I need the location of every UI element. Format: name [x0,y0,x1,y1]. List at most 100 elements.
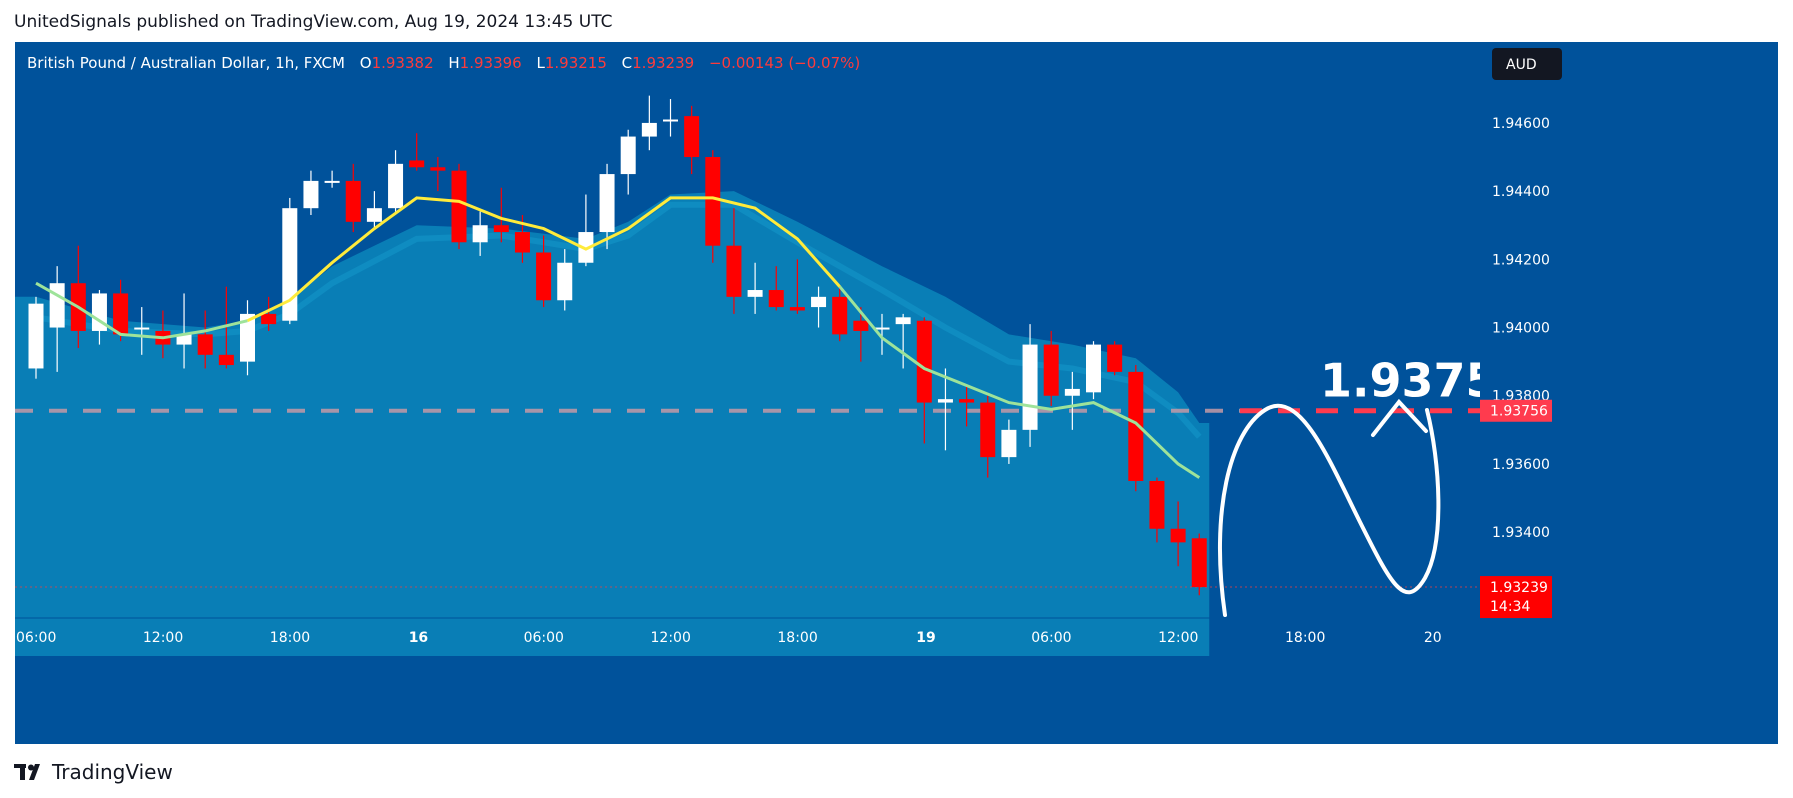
candle [388,150,404,212]
candle-body [472,225,488,243]
x-tick-label: 18:00 [777,630,817,646]
candle [218,286,234,369]
candle [959,385,975,427]
low-value: 1.93215 [544,54,607,72]
candle [1064,371,1080,430]
candle-body [1149,481,1165,529]
candle [832,286,848,342]
level-price-badge [1480,399,1552,422]
last-price-label: 1.93239 [1490,580,1548,596]
candle-body [113,293,129,335]
x-tick-label: 12:00 [1158,630,1198,646]
candle-body [599,174,615,233]
candle-body [1064,388,1080,396]
candle [599,163,615,250]
publication-header: UnitedSignals published on TradingView.c… [14,12,613,32]
candle-body [536,252,552,301]
candle [366,191,382,229]
candle [768,266,784,311]
candle [134,307,150,355]
symbol-name[interactable]: British Pound / Australian Dollar, 1h, F… [27,54,345,72]
tradingview-footer[interactable]: TradingView [14,760,173,784]
y-tick-label: 1.93600 [1492,457,1550,473]
x-tick-label: 06:00 [1031,630,1071,646]
candle-body [303,180,319,209]
candle-body [789,307,805,311]
change-value: −0.00143 (−0.07%) [708,54,861,72]
x-tick-label: 12:00 [651,630,691,646]
candle [1191,533,1207,596]
y-tick-label: 1.94400 [1492,184,1550,200]
tradingview-brand: TradingView [52,760,173,784]
open-label: O [359,54,372,72]
currency-badge-label: AUD [1506,57,1537,73]
high-label: H [448,54,460,72]
candle-body [197,334,213,355]
candle-body [388,163,404,209]
currency-badge[interactable]: AUD [1492,48,1562,80]
candle [916,317,932,444]
candle-body [282,208,298,321]
candle [409,133,425,171]
candle [705,150,721,263]
candle-body [176,334,192,345]
candle [472,211,488,256]
candle-body [1107,344,1123,372]
candle-body [663,119,678,122]
last-price-badge [1480,576,1552,619]
high-value: 1.93396 [459,54,522,72]
y-tick-label: 1.94000 [1492,321,1550,337]
candle-body [1128,371,1144,481]
candle [451,163,467,250]
candle-body [980,402,996,458]
candle [1086,341,1101,400]
candle [1107,341,1123,376]
candle [113,279,129,342]
candle [197,310,213,369]
candle [261,296,277,331]
candle [1170,501,1186,567]
candle [620,129,636,195]
candle-body [240,313,255,362]
open-value: 1.93382 [371,54,434,72]
projection-arrowhead [1371,398,1428,437]
candle-body [366,208,382,222]
candle-body [916,320,932,403]
low-label: L [536,54,545,72]
candle-body [49,283,65,328]
candle-body [514,232,530,253]
candle [895,313,911,369]
candle [557,249,573,311]
candle [980,395,996,478]
x-tick-label: 06:00 [16,630,56,646]
close-value: 1.93239 [632,54,695,72]
candle [1128,365,1144,492]
candle-body [747,290,763,297]
candle [789,259,805,314]
y-tick-label: 1.93400 [1492,525,1550,541]
candle [874,313,890,355]
candle-body [493,225,509,233]
projection-path [1218,403,1441,617]
candle [324,170,340,188]
candle-body [1001,429,1017,458]
symbol-legend: British Pound / Australian Dollar, 1h, F… [27,54,860,72]
candle-body [324,180,340,183]
candle [28,296,44,379]
candle-body [430,167,446,171]
candle-body [261,313,277,325]
candle-body [811,296,827,308]
candle-body [1022,344,1038,430]
candle-body [134,327,150,330]
candle-body [218,354,234,366]
candle [641,95,657,151]
candle [1043,330,1059,406]
candle-body [451,170,467,243]
candle [663,99,678,137]
close-label: C [621,54,633,72]
currency-badge-bg [1492,48,1562,80]
candle-body [557,262,573,301]
candle [493,187,509,243]
